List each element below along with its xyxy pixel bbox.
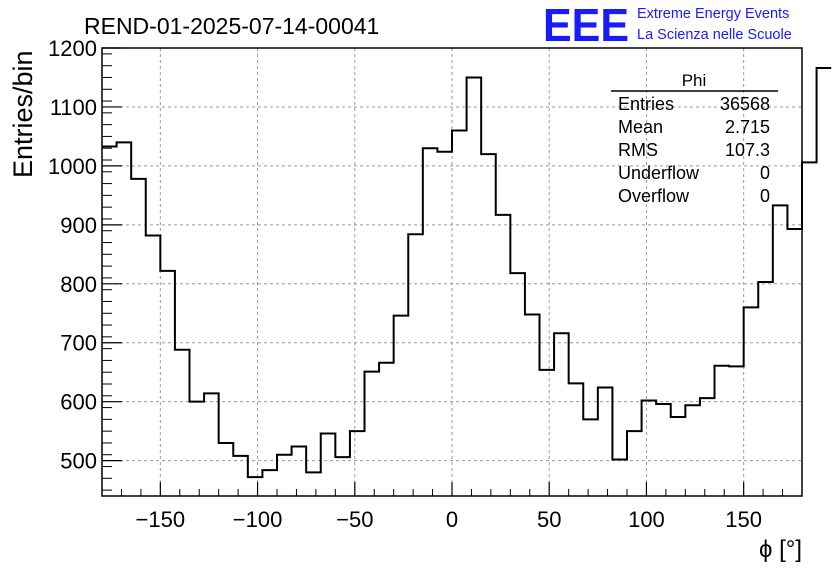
x-tick-labels: −150 −100 −50 0 50 100 150 (136, 507, 762, 532)
x-tick-label: −100 (233, 507, 283, 532)
histogram-line (102, 67, 832, 479)
stats-value: 0 (760, 163, 770, 183)
y-tick-label: 900 (60, 213, 97, 238)
x-tick-label: 0 (446, 507, 458, 532)
y-tick-label: 1100 (50, 95, 97, 120)
axis-ticks (101, 47, 803, 496)
x-tick-label: 150 (725, 507, 762, 532)
plot-frame (101, 47, 803, 497)
stats-label: RMS (618, 140, 658, 160)
brand-line-2: La Scienza nelle Scuole (637, 27, 792, 43)
stats-value: 0 (760, 186, 770, 206)
x-tick-label: −50 (336, 507, 373, 532)
stats-box: Phi Entries 36568 Mean 2.715 RMS 107.3 Underfl… (611, 71, 778, 206)
x-tick-label: 100 (628, 507, 665, 532)
x-tick-label: −150 (136, 507, 186, 532)
y-axis-label: Entries/bin (8, 50, 38, 178)
stats-value: 2.715 (725, 117, 770, 137)
stats-value: 107.3 (725, 140, 770, 160)
eee-logo: EEE (543, 0, 629, 51)
x-tick-label: 50 (537, 507, 561, 532)
y-tick-label: 1200 (48, 36, 97, 61)
y-tick-label: 600 (60, 390, 97, 415)
stats-label: Entries (618, 94, 674, 114)
y-tick-label: 500 (60, 449, 97, 474)
y-tick-labels: 500 600 700 800 900 1000 1100 1200 (48, 36, 97, 474)
grid-lines (102, 48, 802, 496)
stats-label: Overflow (618, 186, 690, 206)
x-axis-label: ϕ [°] (759, 536, 802, 563)
brand-line-1: Extreme Energy Events (637, 6, 789, 22)
stats-label: Underflow (618, 163, 700, 183)
y-tick-label: 700 (60, 331, 97, 356)
y-tick-label: 1000 (48, 154, 97, 179)
stats-title: Phi (682, 71, 707, 90)
run-title: REND-01-2025-07-14-00041 (84, 13, 379, 39)
y-tick-label: 800 (60, 272, 97, 297)
stats-rows: Entries 36568 Mean 2.715 RMS 107.3 Underflow 0 O… (618, 94, 770, 206)
stats-value: 36568 (720, 94, 770, 114)
stats-label: Mean (618, 117, 663, 137)
